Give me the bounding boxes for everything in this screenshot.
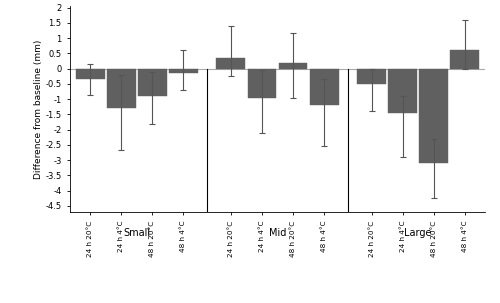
Bar <box>419 69 448 163</box>
Text: Mid: Mid <box>269 228 286 238</box>
Y-axis label: Difference from baseline (mm): Difference from baseline (mm) <box>34 39 42 179</box>
Bar <box>388 69 417 113</box>
Bar <box>216 58 246 69</box>
Bar <box>278 63 308 69</box>
Bar <box>138 69 167 96</box>
Bar <box>169 69 198 73</box>
Bar <box>450 50 479 69</box>
Text: Small: Small <box>124 228 150 238</box>
Bar <box>76 69 105 79</box>
Bar <box>107 69 136 108</box>
Bar <box>310 69 338 105</box>
Text: Large: Large <box>404 228 432 238</box>
Bar <box>248 69 276 98</box>
Bar <box>357 69 386 84</box>
